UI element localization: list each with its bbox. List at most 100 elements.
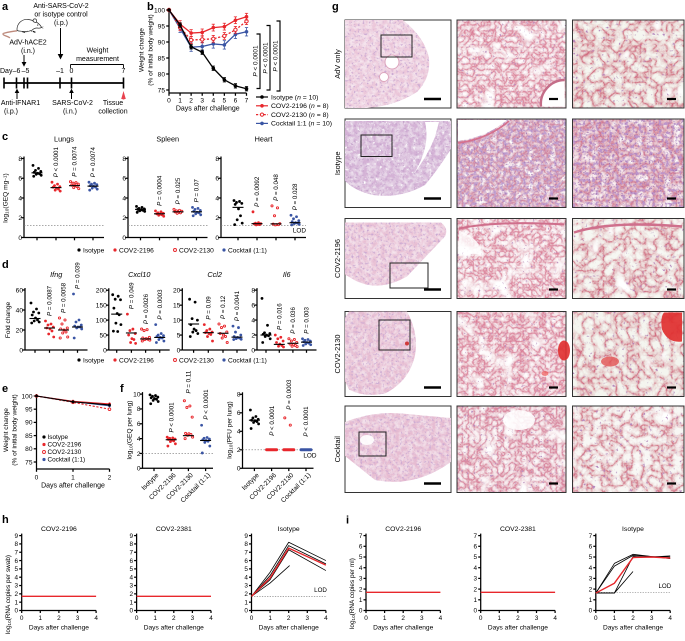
svg-text:COV2-2196 (n = 8): COV2-2196 (n = 8) (271, 103, 329, 110)
svg-text:8: 8 (244, 541, 248, 548)
svg-text:8: 8 (237, 392, 241, 399)
svg-text:or isotype control: or isotype control (34, 12, 88, 19)
svg-text:200: 200 (96, 288, 107, 295)
svg-text:Ccl2: Ccl2 (207, 270, 222, 279)
svg-text:0: 0 (474, 608, 478, 615)
svg-text:0: 0 (19, 347, 23, 354)
svg-text:7: 7 (589, 533, 593, 540)
svg-text:0: 0 (122, 235, 126, 242)
svg-text:85: 85 (25, 433, 33, 440)
svg-text:5: 5 (589, 554, 593, 561)
svg-text:7: 7 (245, 98, 249, 105)
svg-text:4: 4 (439, 615, 443, 622)
svg-text:0: 0 (177, 347, 181, 354)
svg-text:10: 10 (133, 391, 141, 398)
svg-text:P = 0.048: P = 0.048 (273, 174, 280, 201)
svg-text:100: 100 (21, 393, 32, 400)
svg-text:1: 1 (71, 475, 75, 482)
svg-text:1: 1 (359, 597, 363, 604)
svg-text:P < 0.0001: P < 0.0001 (269, 405, 276, 436)
svg-text:Il6: Il6 (283, 270, 292, 279)
svg-text:0: 0 (244, 608, 248, 615)
svg-text:2: 2 (189, 98, 193, 105)
svg-text:a: a (2, 1, 9, 13)
svg-text:4: 4 (244, 574, 248, 581)
svg-text:95: 95 (25, 407, 33, 414)
svg-text:80: 80 (158, 71, 166, 78)
svg-text:7: 7 (244, 549, 248, 556)
svg-text:Isotype: Isotype (333, 151, 342, 175)
svg-text:2: 2 (589, 586, 593, 593)
svg-text:0: 0 (479, 615, 483, 622)
svg-text:P = 0.039: P = 0.039 (75, 262, 82, 289)
svg-text:0: 0 (20, 615, 24, 622)
svg-text:3: 3 (650, 615, 654, 622)
svg-text:2: 2 (57, 615, 61, 622)
svg-text:6: 6 (237, 410, 241, 417)
svg-text:4: 4 (237, 429, 241, 436)
svg-text:COV2-2196: COV2-2196 (48, 442, 82, 449)
svg-text:8: 8 (251, 287, 255, 294)
svg-text:collection: collection (98, 109, 127, 116)
svg-text:COV2-2130: COV2-2130 (179, 357, 214, 364)
svg-text:6: 6 (234, 98, 238, 105)
svg-text:4: 4 (122, 195, 126, 202)
svg-text:Isotype: Isotype (48, 434, 69, 441)
svg-text:4: 4 (18, 195, 22, 202)
svg-text:COV2-2381: COV2-2381 (500, 526, 536, 533)
svg-text:Days after challenge: Days after challenge (144, 625, 204, 632)
svg-text:7: 7 (122, 68, 126, 75)
svg-text:1: 1 (383, 615, 387, 622)
svg-text:0: 0 (167, 98, 171, 105)
svg-text:1: 1 (474, 597, 478, 604)
svg-text:Weight: Weight (87, 48, 109, 55)
svg-text:7: 7 (474, 533, 478, 540)
svg-text:f: f (120, 383, 124, 395)
svg-text:90: 90 (25, 420, 33, 427)
svg-text:6: 6 (589, 544, 593, 551)
svg-text:2: 2 (244, 591, 248, 598)
svg-text:P < 0.0001: P < 0.0001 (273, 40, 280, 72)
svg-text:8: 8 (18, 156, 22, 163)
svg-text:Cocktail 1:1 (n = 10): Cocktail 1:1 (n = 10) (271, 121, 332, 128)
svg-text:1: 1 (178, 98, 182, 105)
svg-text:0: 0 (250, 615, 254, 622)
svg-text:1: 1 (268, 615, 272, 622)
svg-text:0: 0 (129, 608, 133, 615)
svg-text:2: 2 (137, 451, 141, 458)
svg-text:4: 4 (211, 98, 215, 105)
svg-text:5: 5 (129, 566, 133, 573)
svg-text:Anti-SARS-CoV-2: Anti-SARS-CoV-2 (33, 3, 88, 10)
svg-text:8: 8 (15, 541, 19, 548)
svg-text:75: 75 (25, 459, 33, 466)
svg-text:Cocktail (1:1): Cocktail (1:1) (228, 357, 267, 364)
svg-text:P = 0.003: P = 0.003 (304, 307, 311, 334)
svg-text:2: 2 (129, 591, 133, 598)
svg-text:P < 0.0001: P < 0.0001 (168, 402, 175, 433)
svg-text:P = 0.09: P = 0.09 (206, 296, 213, 320)
svg-text:0: 0 (137, 466, 141, 473)
svg-text:COV2-2130: COV2-2130 (333, 334, 342, 373)
svg-text:Ifng: Ifng (50, 270, 62, 279)
svg-text:3: 3 (306, 615, 310, 622)
svg-text:P < 0.0001: P < 0.0001 (203, 389, 210, 420)
svg-text:3: 3 (200, 98, 204, 105)
svg-text:LOD: LOD (293, 227, 307, 234)
svg-text:Day: Day (0, 68, 13, 75)
svg-text:6: 6 (18, 176, 22, 183)
svg-text:P = 0.0074: P = 0.0074 (72, 146, 79, 177)
svg-text:Days after challenge: Days after challenge (176, 106, 240, 113)
svg-text:(% of initial body weight): (% of initial body weight) (148, 14, 155, 85)
svg-text:(i.n.): (i.n.) (63, 109, 77, 116)
svg-text:Tissue: Tissue (103, 100, 123, 107)
svg-text:b: b (147, 1, 154, 13)
svg-text:3: 3 (420, 615, 424, 622)
svg-text:Isotype: Isotype (83, 357, 105, 364)
svg-text:6: 6 (122, 176, 126, 183)
svg-text:i: i (346, 515, 349, 527)
svg-text:P = 0.036: P = 0.036 (290, 307, 297, 334)
svg-text:4: 4 (359, 565, 363, 572)
svg-text:log10(RNA copies per swab): log10(RNA copies per swab) (5, 555, 12, 634)
svg-text:Spleen: Spleen (156, 135, 179, 144)
svg-text:3: 3 (474, 576, 478, 583)
